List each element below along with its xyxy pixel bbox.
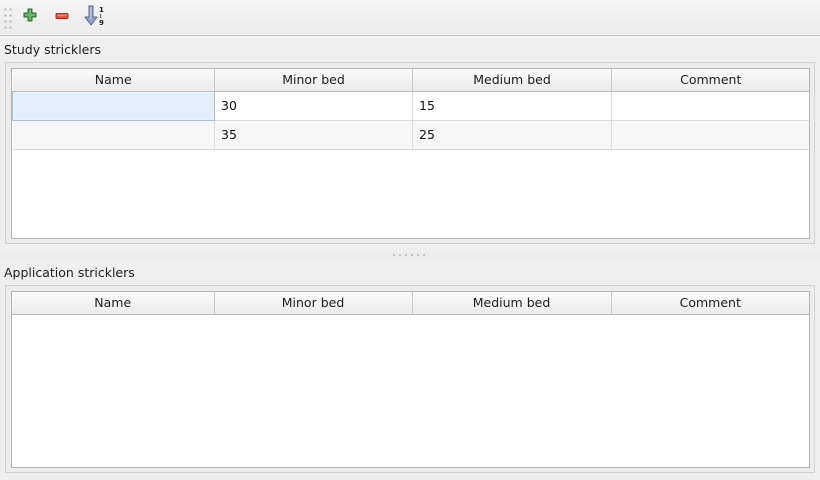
cell-minor-bed[interactable]: 35 bbox=[214, 120, 413, 150]
remove-button[interactable] bbox=[47, 3, 77, 33]
application-stricklers-title: Application stricklers bbox=[4, 265, 135, 280]
column-header-minor-bed[interactable]: Minor bed bbox=[214, 69, 413, 92]
toolbar-drag-handle[interactable] bbox=[3, 4, 13, 31]
sort-ascending-icon: 1 9 bbox=[82, 5, 106, 30]
cell-medium-bed[interactable]: 25 bbox=[412, 120, 612, 150]
cell-minor-bed[interactable]: 30 bbox=[214, 91, 413, 121]
add-button[interactable] bbox=[15, 3, 45, 33]
study-table-grid: Name Minor bed Medium bed Comment 30 15 … bbox=[12, 69, 809, 150]
horizontal-splitter[interactable] bbox=[0, 252, 820, 260]
minus-icon bbox=[53, 7, 71, 28]
cell-medium-bed[interactable]: 15 bbox=[412, 91, 612, 121]
column-header-comment[interactable]: Comment bbox=[611, 69, 809, 92]
column-header-name[interactable]: Name bbox=[12, 292, 215, 315]
table-row[interactable]: 30 15 bbox=[12, 90, 809, 121]
splitter-grip-icon bbox=[393, 254, 427, 258]
svg-text:1: 1 bbox=[99, 6, 104, 14]
cell-comment[interactable] bbox=[611, 91, 809, 121]
study-stricklers-title: Study stricklers bbox=[4, 42, 102, 57]
study-stricklers-group: Name Minor bed Medium bed Comment 30 15 … bbox=[5, 62, 815, 244]
sort-button[interactable]: 1 9 bbox=[79, 3, 109, 33]
column-header-minor-bed[interactable]: Minor bed bbox=[214, 292, 413, 315]
study-stricklers-table[interactable]: Name Minor bed Medium bed Comment 30 15 … bbox=[11, 68, 810, 239]
application-stricklers-group: Name Minor bed Medium bed Comment bbox=[5, 285, 815, 473]
plus-icon bbox=[21, 7, 39, 28]
cell-name[interactable] bbox=[12, 90, 215, 121]
toolbar: 1 9 bbox=[0, 0, 820, 36]
column-header-medium-bed[interactable]: Medium bed bbox=[412, 69, 612, 92]
application-table-grid: Name Minor bed Medium bed Comment bbox=[12, 292, 809, 315]
cell-name[interactable] bbox=[12, 120, 215, 150]
column-header-comment[interactable]: Comment bbox=[611, 292, 809, 315]
svg-text:9: 9 bbox=[99, 19, 104, 27]
application-stricklers-table[interactable]: Name Minor bed Medium bed Comment bbox=[11, 291, 810, 468]
table-header-row: Name Minor bed Medium bed Comment bbox=[12, 69, 809, 92]
table-row[interactable]: 35 25 bbox=[12, 120, 809, 150]
cell-comment[interactable] bbox=[611, 120, 809, 150]
column-header-medium-bed[interactable]: Medium bed bbox=[412, 292, 612, 315]
table-header-row: Name Minor bed Medium bed Comment bbox=[12, 292, 809, 315]
column-header-name[interactable]: Name bbox=[12, 69, 215, 92]
